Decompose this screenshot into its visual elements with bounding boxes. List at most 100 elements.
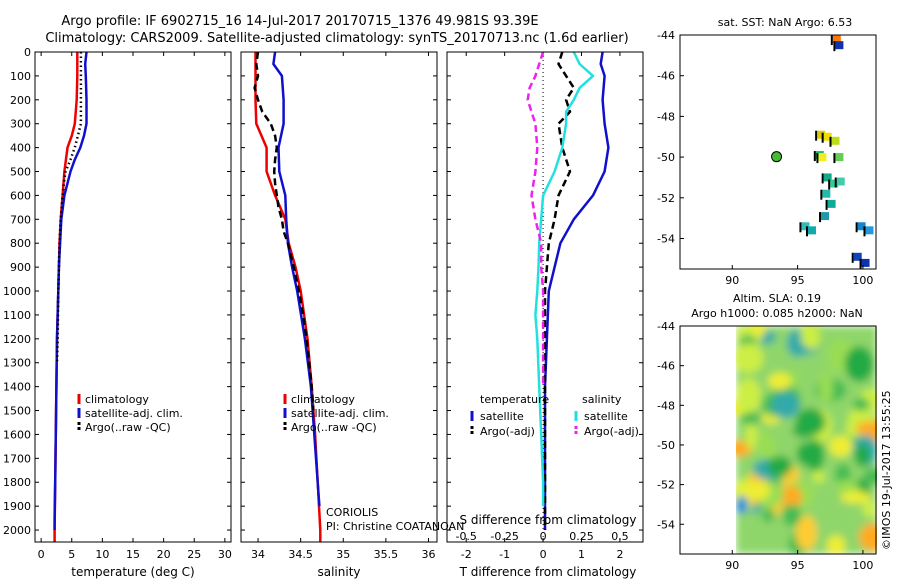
- temperature-panel: 0100200300400500600700800900100011001200…: [3, 46, 232, 579]
- y-tick-label: 1800: [3, 476, 31, 489]
- sla-blob: [771, 391, 800, 419]
- sla-map-panel: Altim. SLA: 0.19 Argo h1000: 0.085 h2000…: [657, 292, 893, 572]
- y-tick-label: 1600: [3, 428, 31, 441]
- series-line: [534, 51, 595, 507]
- y-tick-label: 1300: [3, 357, 31, 370]
- sla-blob: [826, 535, 846, 554]
- x-tick-label: 0: [540, 548, 547, 561]
- t-difference-xlabel: T difference from climatology: [459, 565, 637, 579]
- x-tick-label: 36: [421, 548, 435, 561]
- series-line: [526, 51, 545, 387]
- legend-label: satellite-adj. clim.: [85, 407, 183, 420]
- x-tick-label: 30: [218, 548, 232, 561]
- series-line: [55, 52, 83, 363]
- sst-map-title: sat. SST: NaN Argo: 6.53: [718, 16, 852, 29]
- salinity-panel: 34 34.5 35 35.5 36 salinity climatologysatel…: [240, 51, 464, 579]
- sst-patch: [818, 153, 827, 162]
- sla-map-ticks: 90 95 100 -44 -46 -48 -50 -52 -54: [657, 320, 873, 572]
- legend-label: Argo(..raw -QC): [85, 421, 171, 434]
- sst-patch: [821, 212, 830, 221]
- legend-label: satellite-adj. clim.: [291, 407, 389, 420]
- y-tick-label: 500: [10, 166, 31, 179]
- y-tick-label: -54: [657, 518, 675, 531]
- y-tick-label: -54: [657, 232, 675, 245]
- sla-blob: [739, 481, 771, 501]
- y-tick-label: 1500: [3, 405, 31, 418]
- sst-patch: [822, 189, 831, 198]
- figure-title-line2: Climatology: CARS2009. Satellite-adjuste…: [45, 31, 628, 46]
- x-tick-label: 35: [336, 548, 350, 561]
- sla-blob: [767, 455, 792, 477]
- sst-patch-edge: [863, 226, 866, 237]
- series-line: [253, 51, 315, 411]
- legend-label: satellite: [584, 410, 628, 423]
- salinity-plot-frame: [240, 51, 438, 543]
- x2-tick-label: -0.5: [455, 530, 476, 543]
- series-line: [272, 51, 321, 507]
- x-tick-label: 95: [791, 559, 805, 572]
- sla-map-frame: [679, 325, 877, 555]
- sla-blob: [780, 485, 803, 509]
- sla-blob: [745, 419, 758, 451]
- x-tick-label: 0: [38, 548, 45, 561]
- legend-label: Argo(..raw -QC): [291, 421, 377, 434]
- sla-map-title: Altim. SLA: 0.19: [733, 292, 821, 305]
- x-tick-label: 20: [157, 548, 171, 561]
- temperature-xlabel: temperature (deg C): [71, 565, 194, 579]
- sla-blob: [758, 428, 771, 464]
- x-tick-label: 100: [852, 274, 873, 287]
- sst-map-panel: sat. SST: NaN Argo: 6.53 90 95 100 -44 -46 -4…: [657, 16, 877, 287]
- sla-blob: [844, 346, 874, 382]
- temperature-lines: [53, 51, 88, 542]
- figure-title-line1: Argo profile: IF 6902715_16 14-Jul-2017 …: [61, 14, 538, 29]
- sla-blob: [804, 326, 820, 350]
- y-tick-label: -52: [657, 479, 675, 492]
- sst-patch-edge: [833, 153, 836, 164]
- y-tick-label: -50: [657, 151, 675, 164]
- sla-blob: [736, 343, 764, 374]
- sla-blob: [795, 515, 817, 551]
- y-tick-label: 600: [10, 189, 31, 202]
- sst-map-frame: [679, 34, 877, 270]
- sst-patch: [857, 222, 866, 231]
- legend-header: temperature: [480, 393, 549, 406]
- legend-label: Argo(-adj): [480, 425, 535, 438]
- x2-tick-label: -0.25: [490, 530, 518, 543]
- y-tick-label: -44: [657, 320, 675, 333]
- difference-plot-frame: [446, 51, 644, 543]
- sst-patch-edge: [821, 173, 824, 184]
- y-tick-label: -46: [657, 70, 675, 83]
- sla-blob: [862, 500, 877, 518]
- sst-patch-edge: [815, 130, 818, 141]
- sst-patch-edge: [855, 222, 858, 233]
- sst-patch: [835, 153, 844, 162]
- sst-patch: [836, 177, 845, 186]
- sla-blob: [736, 378, 762, 414]
- difference-legend: temperature salinity satellite Argo(-adj) sa…: [470, 393, 639, 438]
- x2-tick-label: 0.5: [611, 530, 629, 543]
- sst-patch-edge: [830, 35, 833, 46]
- x-tick-label: 2: [616, 548, 623, 561]
- sst-patch: [807, 226, 816, 235]
- sst-patch: [830, 179, 839, 188]
- y-tick-label: 300: [10, 118, 31, 131]
- sst-patch-edge: [821, 132, 824, 143]
- sst-patch: [832, 35, 841, 44]
- sla-blob: [811, 470, 826, 483]
- sst-patch-edge: [805, 226, 808, 237]
- sla-blob: [852, 397, 870, 412]
- series-line: [254, 52, 322, 542]
- sla-blob: [782, 504, 802, 527]
- sst-patch: [861, 258, 870, 267]
- x-tick-label: 90: [725, 559, 739, 572]
- y-tick-label: -44: [657, 29, 675, 42]
- sst-patch-edge: [819, 212, 822, 223]
- series-line: [543, 51, 576, 530]
- sst-patch-edge: [820, 189, 823, 200]
- sla-blob: [854, 443, 870, 468]
- x2-tick-label: 0.25: [569, 530, 594, 543]
- y-tick-label: 700: [10, 213, 31, 226]
- y-tick-label: 2000: [3, 524, 31, 537]
- sst-patch-edge: [816, 153, 819, 164]
